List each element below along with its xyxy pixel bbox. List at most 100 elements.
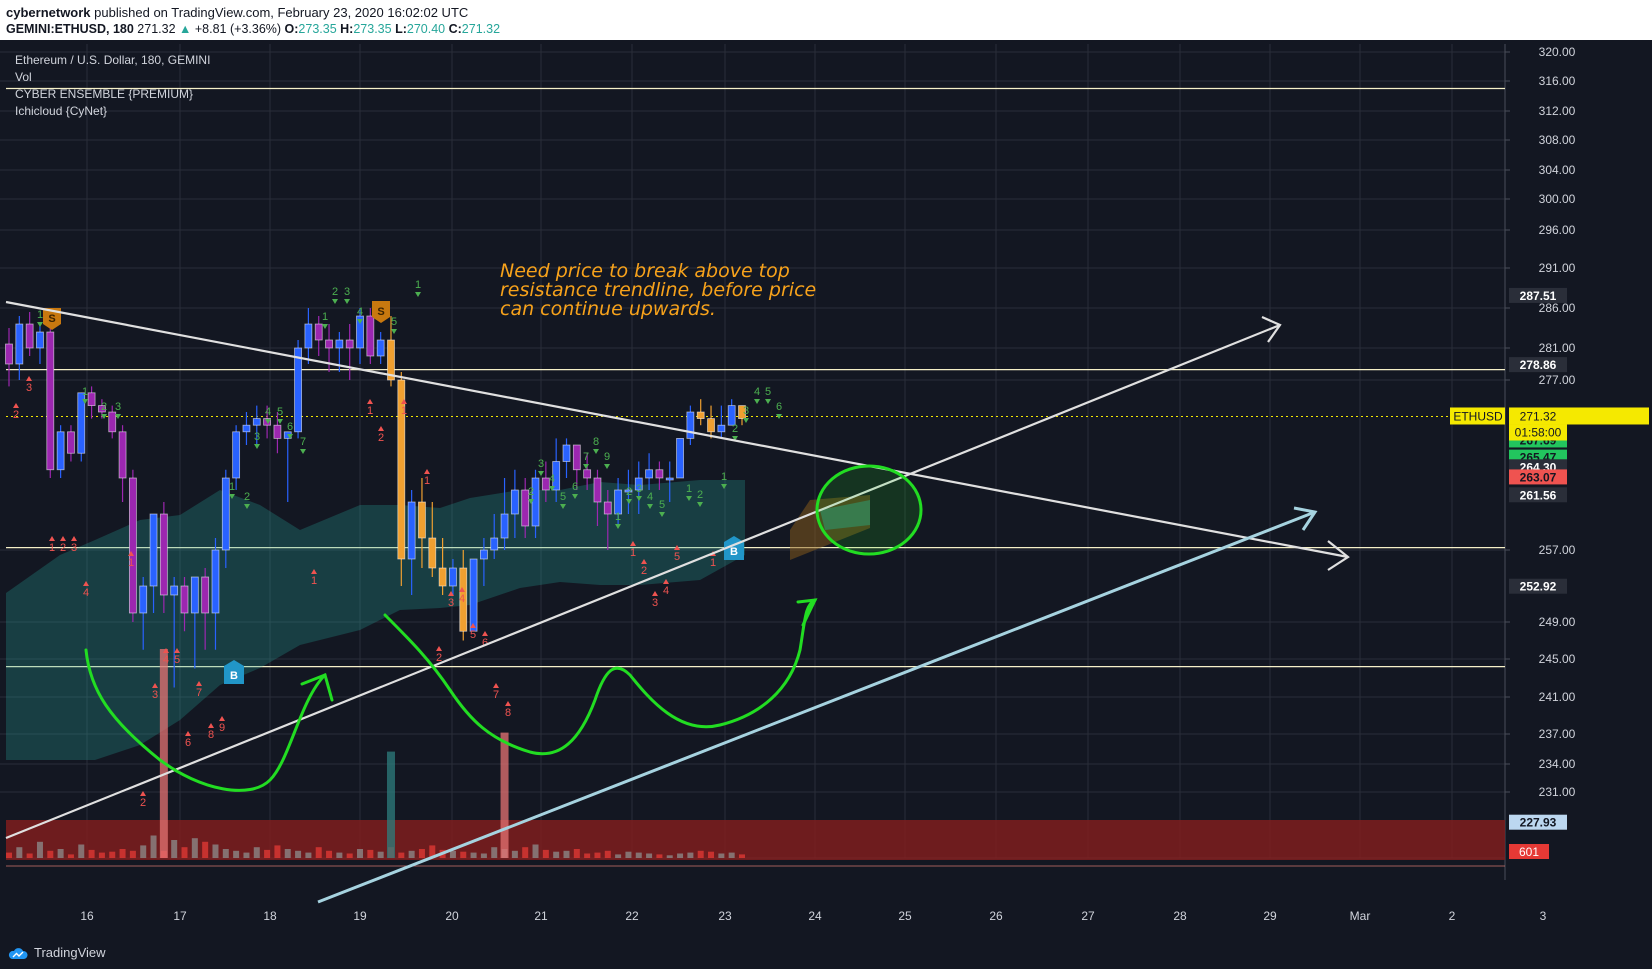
annotation-line-3: can continue upwards.: [500, 298, 716, 320]
signal-up-arrow-icon: [459, 587, 465, 592]
volume-bar: [98, 852, 105, 858]
signal-up-arrow-icon: [60, 536, 66, 541]
volume-bar: [212, 844, 219, 858]
candle-body: [438, 567, 447, 587]
signal-up-arrow-icon: [505, 701, 511, 706]
candle-body: [149, 513, 158, 587]
price-axis-label: 249.00: [1539, 615, 1576, 629]
signal-up-arrow-icon: [652, 591, 658, 596]
chart-legend: Ethereum / U.S. Dollar, 180, GEMINI Vol …: [15, 52, 210, 120]
price-label-tag: [1509, 487, 1567, 503]
volume-bar-spike: [500, 732, 509, 858]
signal-count-label: 1: [322, 311, 328, 323]
price-axis-label: 257.00: [1539, 543, 1576, 557]
volume-bar: [584, 853, 591, 858]
signal-count-label: 7: [300, 436, 306, 448]
volume-bar-spike: [386, 751, 395, 858]
legend-vol[interactable]: Vol: [15, 70, 32, 84]
signal-down-arrow-icon: [743, 418, 749, 423]
volume-bar: [26, 853, 33, 858]
volume-bar: [119, 849, 126, 858]
price-label-text: 278.86: [1520, 358, 1557, 372]
signal-up-arrow-icon: [424, 469, 430, 474]
signal-down-arrow-icon: [549, 486, 555, 491]
signal-up-arrow-icon: [470, 623, 476, 628]
legend-indicator-cyber[interactable]: CYBER ENSEMBLE {PREMIUM}: [15, 87, 194, 101]
signal-count-label: 2: [436, 652, 442, 664]
signal-down-arrow-icon: [115, 414, 121, 419]
trendline-arrowhead: [1327, 540, 1350, 571]
candle-body: [77, 392, 86, 454]
signal-down-arrow-icon: [332, 299, 338, 304]
sell-badge-label: S: [377, 306, 384, 318]
candle-body: [335, 339, 344, 349]
current-price-tag: [1509, 407, 1649, 425]
volume-bar: [295, 850, 302, 858]
volume-bar: [470, 852, 477, 858]
candle-body: [418, 501, 426, 539]
volume-bar: [181, 847, 188, 858]
signal-down-arrow-icon: [82, 399, 88, 404]
signal-down-arrow-icon: [300, 449, 306, 454]
time-tick-label: 3: [1540, 909, 1547, 923]
candle-body: [727, 405, 736, 426]
up-arrow-icon: ▲: [179, 22, 192, 36]
signal-count-label: 1: [615, 511, 621, 523]
candle-body: [397, 379, 406, 560]
volume-bar: [150, 835, 157, 858]
signal-count-label: 3: [344, 286, 350, 298]
candle-body: [304, 323, 313, 349]
candle-body: [87, 392, 96, 406]
time-tick-label: 17: [173, 909, 187, 923]
legend-indicator-ichicloud[interactable]: Ichicloud {CyNet}: [15, 104, 108, 118]
signal-count-label: 1: [82, 386, 88, 398]
volume-bar: [553, 851, 560, 858]
signal-count-label: 3: [115, 401, 121, 413]
volume-bar: [449, 850, 456, 858]
candle-body: [180, 585, 189, 614]
signal-count-label: 3: [254, 431, 260, 443]
target-zone-ellipse: [815, 464, 923, 556]
author-name[interactable]: cybernetwork: [6, 5, 91, 20]
volume-band: [6, 820, 1505, 867]
signal-down-arrow-icon: [528, 499, 534, 504]
open-value: 273.35: [298, 22, 337, 36]
signal-count-label: 1: [710, 557, 716, 569]
time-tick-label: 19: [353, 909, 367, 923]
volume-bar: [274, 845, 281, 858]
signal-count-label: 2: [244, 491, 250, 503]
candle-body: [242, 424, 251, 433]
signal-down-arrow-icon: [721, 484, 727, 489]
signal-down-arrow-icon: [754, 399, 760, 404]
signal-count-label: 2: [13, 409, 19, 421]
time-tick-label: 24: [808, 909, 822, 923]
price-axis-label: 245.00: [1539, 652, 1576, 666]
candle-body: [449, 567, 457, 587]
tradingview-logo[interactable]: TradingView: [8, 945, 106, 960]
signal-up-arrow-icon: [185, 731, 191, 736]
close-label: C:: [448, 22, 462, 36]
volume-bar: [57, 849, 64, 858]
signal-down-arrow-icon: [647, 504, 653, 509]
time-tick-label: 18: [263, 909, 277, 923]
signal-down-arrow-icon: [732, 436, 738, 441]
signal-count-label: 2: [626, 486, 632, 498]
candle-body: [676, 437, 684, 479]
green-arrowhead: [796, 598, 818, 627]
candle-body: [98, 405, 106, 413]
price-label-text: 227.93: [1520, 816, 1557, 830]
candle-body: [211, 549, 220, 614]
signal-down-arrow-icon: [229, 494, 235, 499]
legend-title[interactable]: Ethereum / U.S. Dollar, 180, GEMINI: [15, 53, 211, 67]
chart-annotation[interactable]: Need price to break above top resistance…: [500, 262, 880, 319]
volume-bar: [88, 849, 95, 858]
candle-body: [345, 339, 354, 349]
candle-body: [583, 469, 592, 479]
candle-body: [273, 424, 282, 439]
volume-bar: [511, 850, 518, 858]
candle-body: [603, 501, 612, 515]
volume-bar: [264, 849, 271, 858]
candle-body: [738, 405, 746, 420]
buy-badge-label: B: [730, 546, 738, 558]
